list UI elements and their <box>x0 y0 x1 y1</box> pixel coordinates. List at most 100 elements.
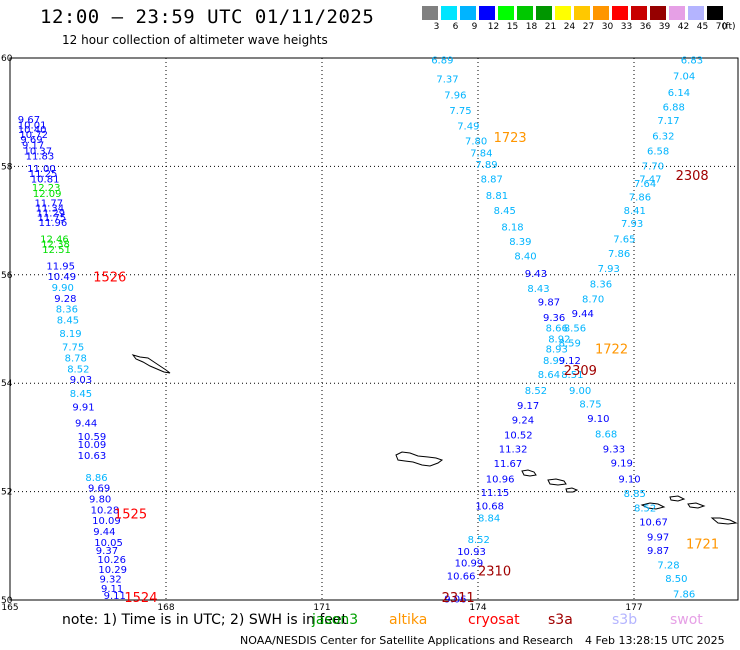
wave-height-label: 11.15 <box>481 488 510 499</box>
footer-note: note: 1) Time is in UTC; 2) SWH is in fe… <box>62 612 348 628</box>
wave-height-label: 12.46 <box>40 234 69 245</box>
colorbar-swatch <box>555 6 572 20</box>
wave-height-label: 7.86 <box>673 589 695 600</box>
coastline <box>547 478 567 486</box>
wave-height-label: 8.52 <box>67 364 89 375</box>
satellite-legend-s3b: s3b <box>612 612 638 628</box>
wave-height-label: 8.75 <box>579 400 601 411</box>
wave-height-label: 9.36 <box>543 313 565 324</box>
wave-height-label: 8.92 <box>548 335 570 346</box>
wave-height-label: 9.67 <box>18 115 40 126</box>
x-tick-label: 177 <box>625 603 642 613</box>
colorbar-label: 27 <box>582 22 595 32</box>
wave-height-label: 8.52 <box>525 386 547 397</box>
wave-height-label: 9.10 <box>618 474 640 485</box>
y-tick-label: 50 <box>1 596 13 606</box>
wave-height-label: 7.86 <box>629 193 651 204</box>
colorbar-label: 18 <box>525 22 538 32</box>
wave-height-label: 8.78 <box>65 354 87 365</box>
plot-frame <box>9 57 739 601</box>
wave-height-label: 10.29 <box>98 565 127 576</box>
wave-height-label: 9.44 <box>572 309 594 320</box>
pass-time-annotation: 2309 <box>564 364 597 379</box>
wave-height-label: 11.95 <box>46 261 75 272</box>
wave-height-label: 8.39 <box>509 237 531 248</box>
colorbar-label: 45 <box>696 22 709 32</box>
wave-height-label: 9.24 <box>512 415 534 426</box>
colorbar-label: 42 <box>677 22 690 32</box>
pass-time-annotation: 2310 <box>478 565 511 580</box>
wave-height-label: 7.89 <box>475 160 497 171</box>
colorbar-label: 9 <box>471 22 478 32</box>
wave-height-label: 6.58 <box>647 146 669 157</box>
wave-height-label: 10.59 <box>78 432 107 443</box>
wave-height-label: 8.52 <box>634 504 656 515</box>
colorbar-label: 33 <box>620 22 633 32</box>
x-tick-label: 174 <box>469 603 486 613</box>
colorbar-label: 12 <box>487 22 500 32</box>
coastline <box>687 502 706 509</box>
wave-height-label: 10.63 <box>78 451 107 462</box>
wave-height-label: 8.36 <box>590 279 612 290</box>
wave-height-label: 6.83 <box>681 55 703 66</box>
wave-height-label: 9.10 <box>587 414 609 425</box>
pass-time-annotation: 1525 <box>114 508 147 523</box>
wave-height-label: 7.04 <box>673 72 695 83</box>
wave-height-label: 8.50 <box>665 574 687 585</box>
wave-height-label: 8.19 <box>59 329 81 340</box>
wave-height-label: 9.00 <box>569 386 591 397</box>
wave-height-label: 8.84 <box>478 513 500 524</box>
wave-height-label: 9.91 <box>72 402 94 413</box>
wave-height-label: 7.96 <box>444 91 466 102</box>
wave-height-label: 10.37 <box>24 146 53 157</box>
coastline <box>565 487 579 493</box>
wave-height-label: 7.84 <box>470 149 492 160</box>
wave-height-label: 8.56 <box>564 324 586 335</box>
satellite-legend-swot: swot <box>670 612 703 628</box>
wave-height-label: 9.19 <box>611 459 633 470</box>
wave-height-label: 6.88 <box>663 103 685 114</box>
wave-height-label: 11.29 <box>37 208 66 219</box>
wave-height-label: 9.87 <box>647 546 669 557</box>
wave-height-label: 8.81 <box>486 191 508 202</box>
wave-height-label: 9.69 <box>20 135 42 146</box>
coastline <box>710 517 738 525</box>
wave-height-label: 7.86 <box>608 249 630 260</box>
wave-height-label: 10.93 <box>457 547 486 558</box>
wave-height-label: 7.93 <box>598 264 620 275</box>
wave-height-label: 11.75 <box>38 213 67 224</box>
x-tick-label: 168 <box>157 603 174 613</box>
chart-title: 12:00 – 23:59 UTC 01/11/2025 <box>40 6 375 28</box>
x-tick-label: 165 <box>1 603 18 613</box>
wave-height-label: 10.28 <box>91 505 120 516</box>
wave-height-label: 10.66 <box>447 571 476 582</box>
colorbar-swatch <box>612 6 629 20</box>
colorbar-swatch <box>707 6 724 20</box>
footer-timestamp: 4 Feb 13:28:15 UTC 2025 <box>585 634 725 647</box>
wave-height-label: 10.52 <box>504 430 533 441</box>
colorbar-label: 39 <box>658 22 671 32</box>
wave-height-label: 9.87 <box>538 298 560 309</box>
wave-height-label: 9.44 <box>75 419 97 430</box>
colorbar-label: 30 <box>601 22 614 32</box>
wave-height-label: 8.64 <box>538 370 560 381</box>
pass-time-annotation: 1722 <box>595 342 628 357</box>
coastline <box>131 354 171 374</box>
colorbar-swatch <box>574 6 591 20</box>
y-tick-label: 60 <box>1 54 13 64</box>
colorbar-label: 15 <box>506 22 519 32</box>
colorbar-label: 70 <box>715 22 728 32</box>
wave-height-label: 8.85 <box>624 489 646 500</box>
wave-height-label: 9.90 <box>52 283 74 294</box>
colorbar-label: 3 <box>433 22 440 32</box>
pass-time-annotation: 2311 <box>442 591 475 606</box>
wave-height-label: 8.59 <box>559 338 581 349</box>
wave-height-label: 8.51 <box>561 370 583 381</box>
wave-height-label: 10.40 <box>18 125 47 136</box>
wave-height-label: 8.99 <box>543 356 565 367</box>
wave-height-label: 10.01 <box>18 120 47 131</box>
wave-height-label: 11.67 <box>494 459 523 470</box>
coastline <box>521 469 537 477</box>
wave-height-label: 9.44 <box>93 527 115 538</box>
wave-height-label: 11.77 <box>34 199 63 210</box>
